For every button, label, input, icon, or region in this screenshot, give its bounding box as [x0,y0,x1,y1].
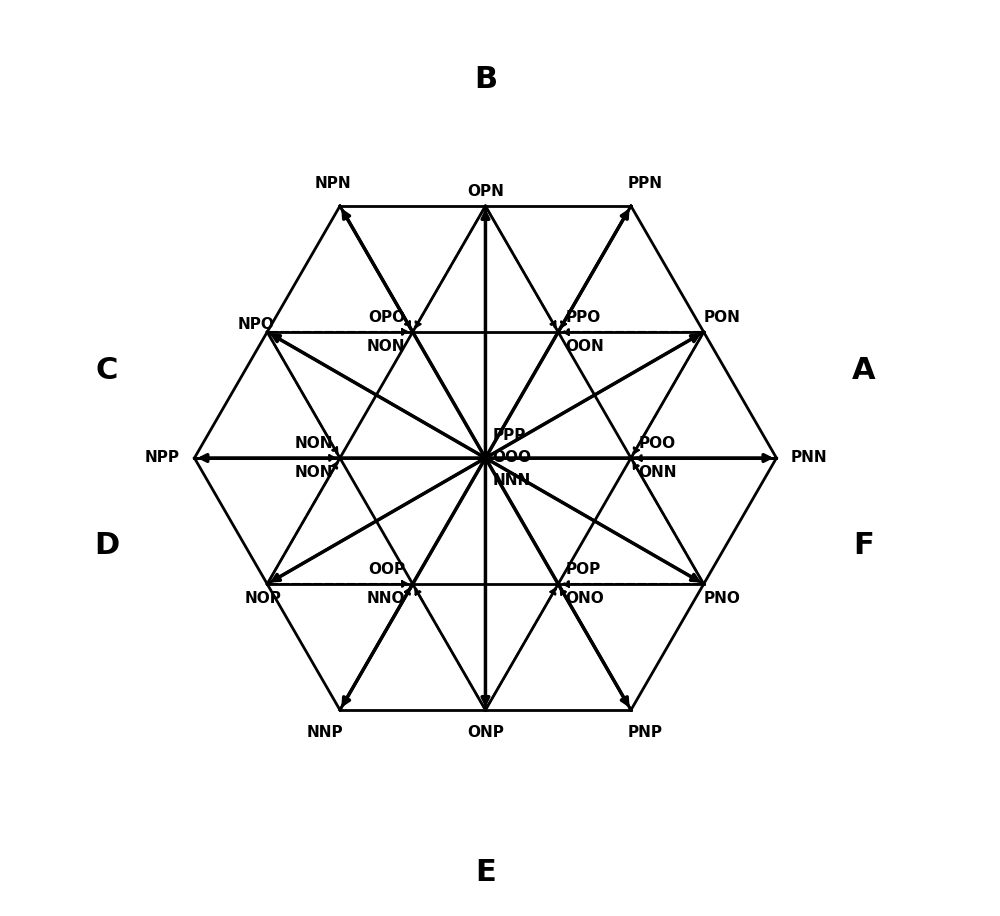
Text: OPO: OPO [368,310,405,324]
Text: PNP: PNP [628,725,663,739]
Text: POO: POO [638,436,675,451]
Text: NNP: NNP [307,725,344,739]
Text: POP: POP [565,562,601,577]
Text: NPN: NPN [314,177,351,191]
Text: D: D [95,530,120,560]
Text: E: E [475,858,496,888]
Text: NON: NON [294,465,333,480]
Text: PON: PON [704,310,741,324]
Text: NOP: NOP [245,592,282,606]
Text: OOO: OOO [493,451,532,465]
Text: PNO: PNO [704,592,741,606]
Text: NPO: NPO [238,317,274,332]
Text: B: B [474,65,497,94]
Text: NON: NON [367,339,405,354]
Text: ONN: ONN [638,465,677,480]
Text: OPN: OPN [467,184,504,199]
Text: NPP: NPP [145,451,180,465]
Text: PPO: PPO [565,310,601,324]
Text: OOP: OOP [368,562,405,577]
Text: NNO: NNO [367,592,405,606]
Text: ONO: ONO [565,592,604,606]
Text: PNN: PNN [791,451,828,465]
Text: NNN: NNN [493,473,531,487]
Text: PPN: PPN [628,177,663,191]
Text: F: F [853,530,874,560]
Text: PPP: PPP [493,429,526,443]
Text: NON: NON [294,436,333,451]
Text: OON: OON [565,339,604,354]
Text: A: A [852,356,876,386]
Text: ONP: ONP [467,725,504,739]
Text: C: C [96,356,118,386]
